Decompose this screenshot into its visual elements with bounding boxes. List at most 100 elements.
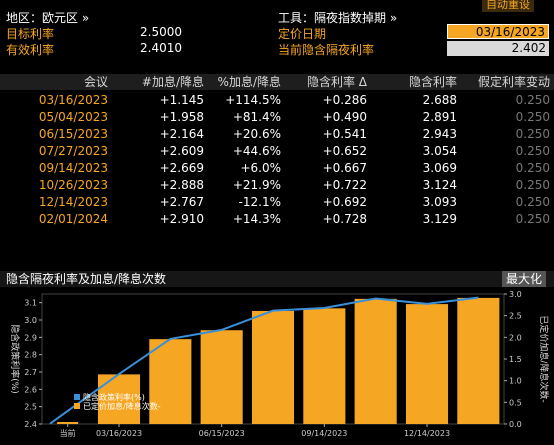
cell-implied-rate: 2.943	[422, 127, 457, 141]
target-rate-value: 2.5000	[140, 25, 182, 39]
cell-rate-delta: +0.541	[322, 127, 367, 141]
cell-meeting: 09/14/2023	[38, 161, 108, 175]
left-tick-label: 3.1	[24, 299, 37, 308]
cell-hikes: +2.669	[159, 161, 204, 175]
bar-hikes	[405, 304, 449, 424]
cell-assumed-move: 0.250	[515, 212, 550, 226]
col-header-hikes[interactable]: #加息/降息	[141, 75, 204, 89]
pricing-date-input[interactable]: 03/16/2023	[447, 24, 549, 39]
cell-hikes-pct: -12.1%	[238, 195, 281, 209]
cell-rate-delta: +0.286	[322, 93, 367, 107]
legend-label-line: 隐含政策利率(%)	[83, 392, 145, 402]
cell-hikes: +2.164	[159, 127, 204, 141]
left-tick-label: 2.8	[24, 351, 37, 360]
col-header-hikes-pct[interactable]: %加息/降息	[217, 75, 281, 89]
legend-swatch-line	[74, 394, 80, 400]
table-row[interactable]: 09/14/2023 +2.669 +6.0% +0.667 3.069 0.250	[0, 160, 554, 176]
y-axis-label-right: 已定价加息/降息次数-	[538, 315, 550, 402]
x-tick-label: 03/16/2023	[96, 429, 142, 438]
cell-meeting: 06/15/2023	[38, 127, 108, 141]
region-selector[interactable]: 地区：欧元区 »	[6, 11, 90, 25]
legend-label-bar: 已定价加息/降息次数-	[83, 401, 161, 411]
bar-hikes	[97, 374, 141, 424]
cell-implied-rate: 2.688	[422, 93, 457, 107]
cell-assumed-move: 0.250	[515, 127, 550, 141]
bar-hikes	[303, 308, 346, 424]
table-row[interactable]: 02/01/2024 +2.910 +14.3% +0.728 3.129 0.250	[0, 211, 554, 227]
right-tick-label: 0.5	[509, 398, 522, 407]
cell-hikes-pct: +21.9%	[232, 178, 281, 192]
cell-assumed-move: 0.250	[515, 195, 550, 209]
bar-hikes	[200, 330, 243, 424]
autoreset-button[interactable]: 自动重设	[482, 0, 534, 12]
left-tick-label: 2.4	[24, 420, 37, 429]
cell-rate-delta: +0.652	[322, 144, 367, 158]
implied-rate-value: 2.402	[447, 41, 549, 56]
cell-meeting: 12/14/2023	[38, 195, 108, 209]
table-body: 03/16/2023 +1.145 +114.5% +0.286 2.688 0.250 0…	[0, 92, 554, 232]
cell-rate-delta: +0.728	[322, 212, 367, 226]
col-header-assumed-move[interactable]: 假定利率变动	[477, 75, 550, 89]
left-tick-label: 3.0	[24, 316, 37, 325]
right-tick-label: 2.0	[509, 333, 522, 342]
cell-hikes-pct: +81.4%	[232, 110, 281, 124]
bar-hikes	[457, 297, 500, 424]
x-tick-label: 12/14/2023	[404, 429, 450, 438]
cell-assumed-move: 0.250	[515, 144, 550, 158]
maximize-button[interactable]: 最大化	[501, 271, 546, 287]
cell-hikes-pct: +44.6%	[232, 144, 281, 158]
col-header-rate-delta[interactable]: 隐含利率 Δ	[306, 75, 367, 89]
chart-title: 隐含隔夜利率及加息/降息次数	[6, 272, 167, 286]
cell-hikes: +2.609	[159, 144, 204, 158]
table-row[interactable]: 06/15/2023 +2.164 +20.6% +0.541 2.943 0.250	[0, 126, 554, 142]
y-axis-label-left: 隐含政策利率(%)	[9, 324, 21, 394]
table-row[interactable]: 05/04/2023 +1.958 +81.4% +0.490 2.891 0.250	[0, 109, 554, 125]
cell-rate-delta: +0.667	[322, 161, 367, 175]
x-tick-label: 当前	[60, 428, 76, 438]
x-tick-label: 06/15/2023	[199, 429, 245, 438]
cell-meeting: 10/26/2023	[38, 178, 108, 192]
cell-hikes: +2.767	[159, 195, 204, 209]
target-rate-label: 目标利率	[6, 27, 55, 41]
table-row[interactable]: 10/26/2023 +2.888 +21.9% +0.722 3.124 0.250	[0, 177, 554, 193]
effective-rate-label: 有效利率	[6, 43, 55, 57]
cell-assumed-move: 0.250	[515, 161, 550, 175]
cell-hikes: +1.145	[159, 93, 204, 107]
cell-hikes-pct: +20.6%	[232, 127, 281, 141]
right-tick-label: 3.0	[509, 290, 522, 299]
cell-implied-rate: 3.129	[422, 212, 457, 226]
bar-hikes	[149, 339, 192, 424]
tool-selector[interactable]: 工具：隔夜指数掉期 »	[278, 11, 398, 25]
implied-rate-chart: 3.1 3.0 2.9 2.8 2.7 2.6 2.5 2.4 3.0 2.5 2.0 1.5 1.0 0…	[9, 290, 550, 438]
table-row[interactable]: 07/27/2023 +2.609 +44.6% +0.652 3.054 0.250	[0, 143, 554, 159]
left-tick-label: 2.6	[24, 385, 37, 394]
legend-swatch-bar	[74, 403, 80, 409]
right-tick-label: 0.0	[509, 420, 522, 429]
cell-hikes-pct: +114.5%	[225, 93, 281, 107]
cell-rate-delta: +0.692	[322, 195, 367, 209]
cell-hikes: +2.910	[159, 212, 204, 226]
col-header-implied-rate[interactable]: 隐含利率	[408, 75, 457, 89]
cell-meeting: 02/01/2024	[38, 212, 108, 226]
cell-hikes: +1.958	[159, 110, 204, 124]
right-tick-label: 2.5	[509, 312, 522, 321]
bar-current	[57, 422, 79, 424]
col-header-meeting[interactable]: 会议	[83, 75, 108, 89]
cell-assumed-move: 0.250	[515, 110, 550, 124]
cell-implied-rate: 2.891	[422, 110, 457, 124]
table-row[interactable]: 03/16/2023 +1.145 +114.5% +0.286 2.688 0.250	[0, 92, 554, 108]
right-tick-label: 1.5	[509, 355, 522, 364]
cell-implied-rate: 3.124	[422, 178, 457, 192]
cell-implied-rate: 3.054	[422, 144, 457, 158]
x-tick-label: 09/14/2023	[301, 429, 347, 438]
cell-hikes-pct: +14.3%	[232, 212, 281, 226]
cell-meeting: 03/16/2023	[38, 93, 108, 107]
bar-hikes	[354, 298, 397, 424]
line-implied-rate	[49, 296, 479, 425]
implied-rate-label: 当前隐含隔夜利率	[278, 43, 375, 57]
effective-rate-value: 2.4010	[140, 41, 182, 55]
cell-meeting: 05/04/2023	[38, 110, 108, 124]
cell-hikes: +2.888	[159, 178, 204, 192]
left-tick-label: 2.7	[24, 368, 37, 377]
table-row[interactable]: 12/14/2023 +2.767 -12.1% +0.692 3.093 0.250	[0, 194, 554, 210]
